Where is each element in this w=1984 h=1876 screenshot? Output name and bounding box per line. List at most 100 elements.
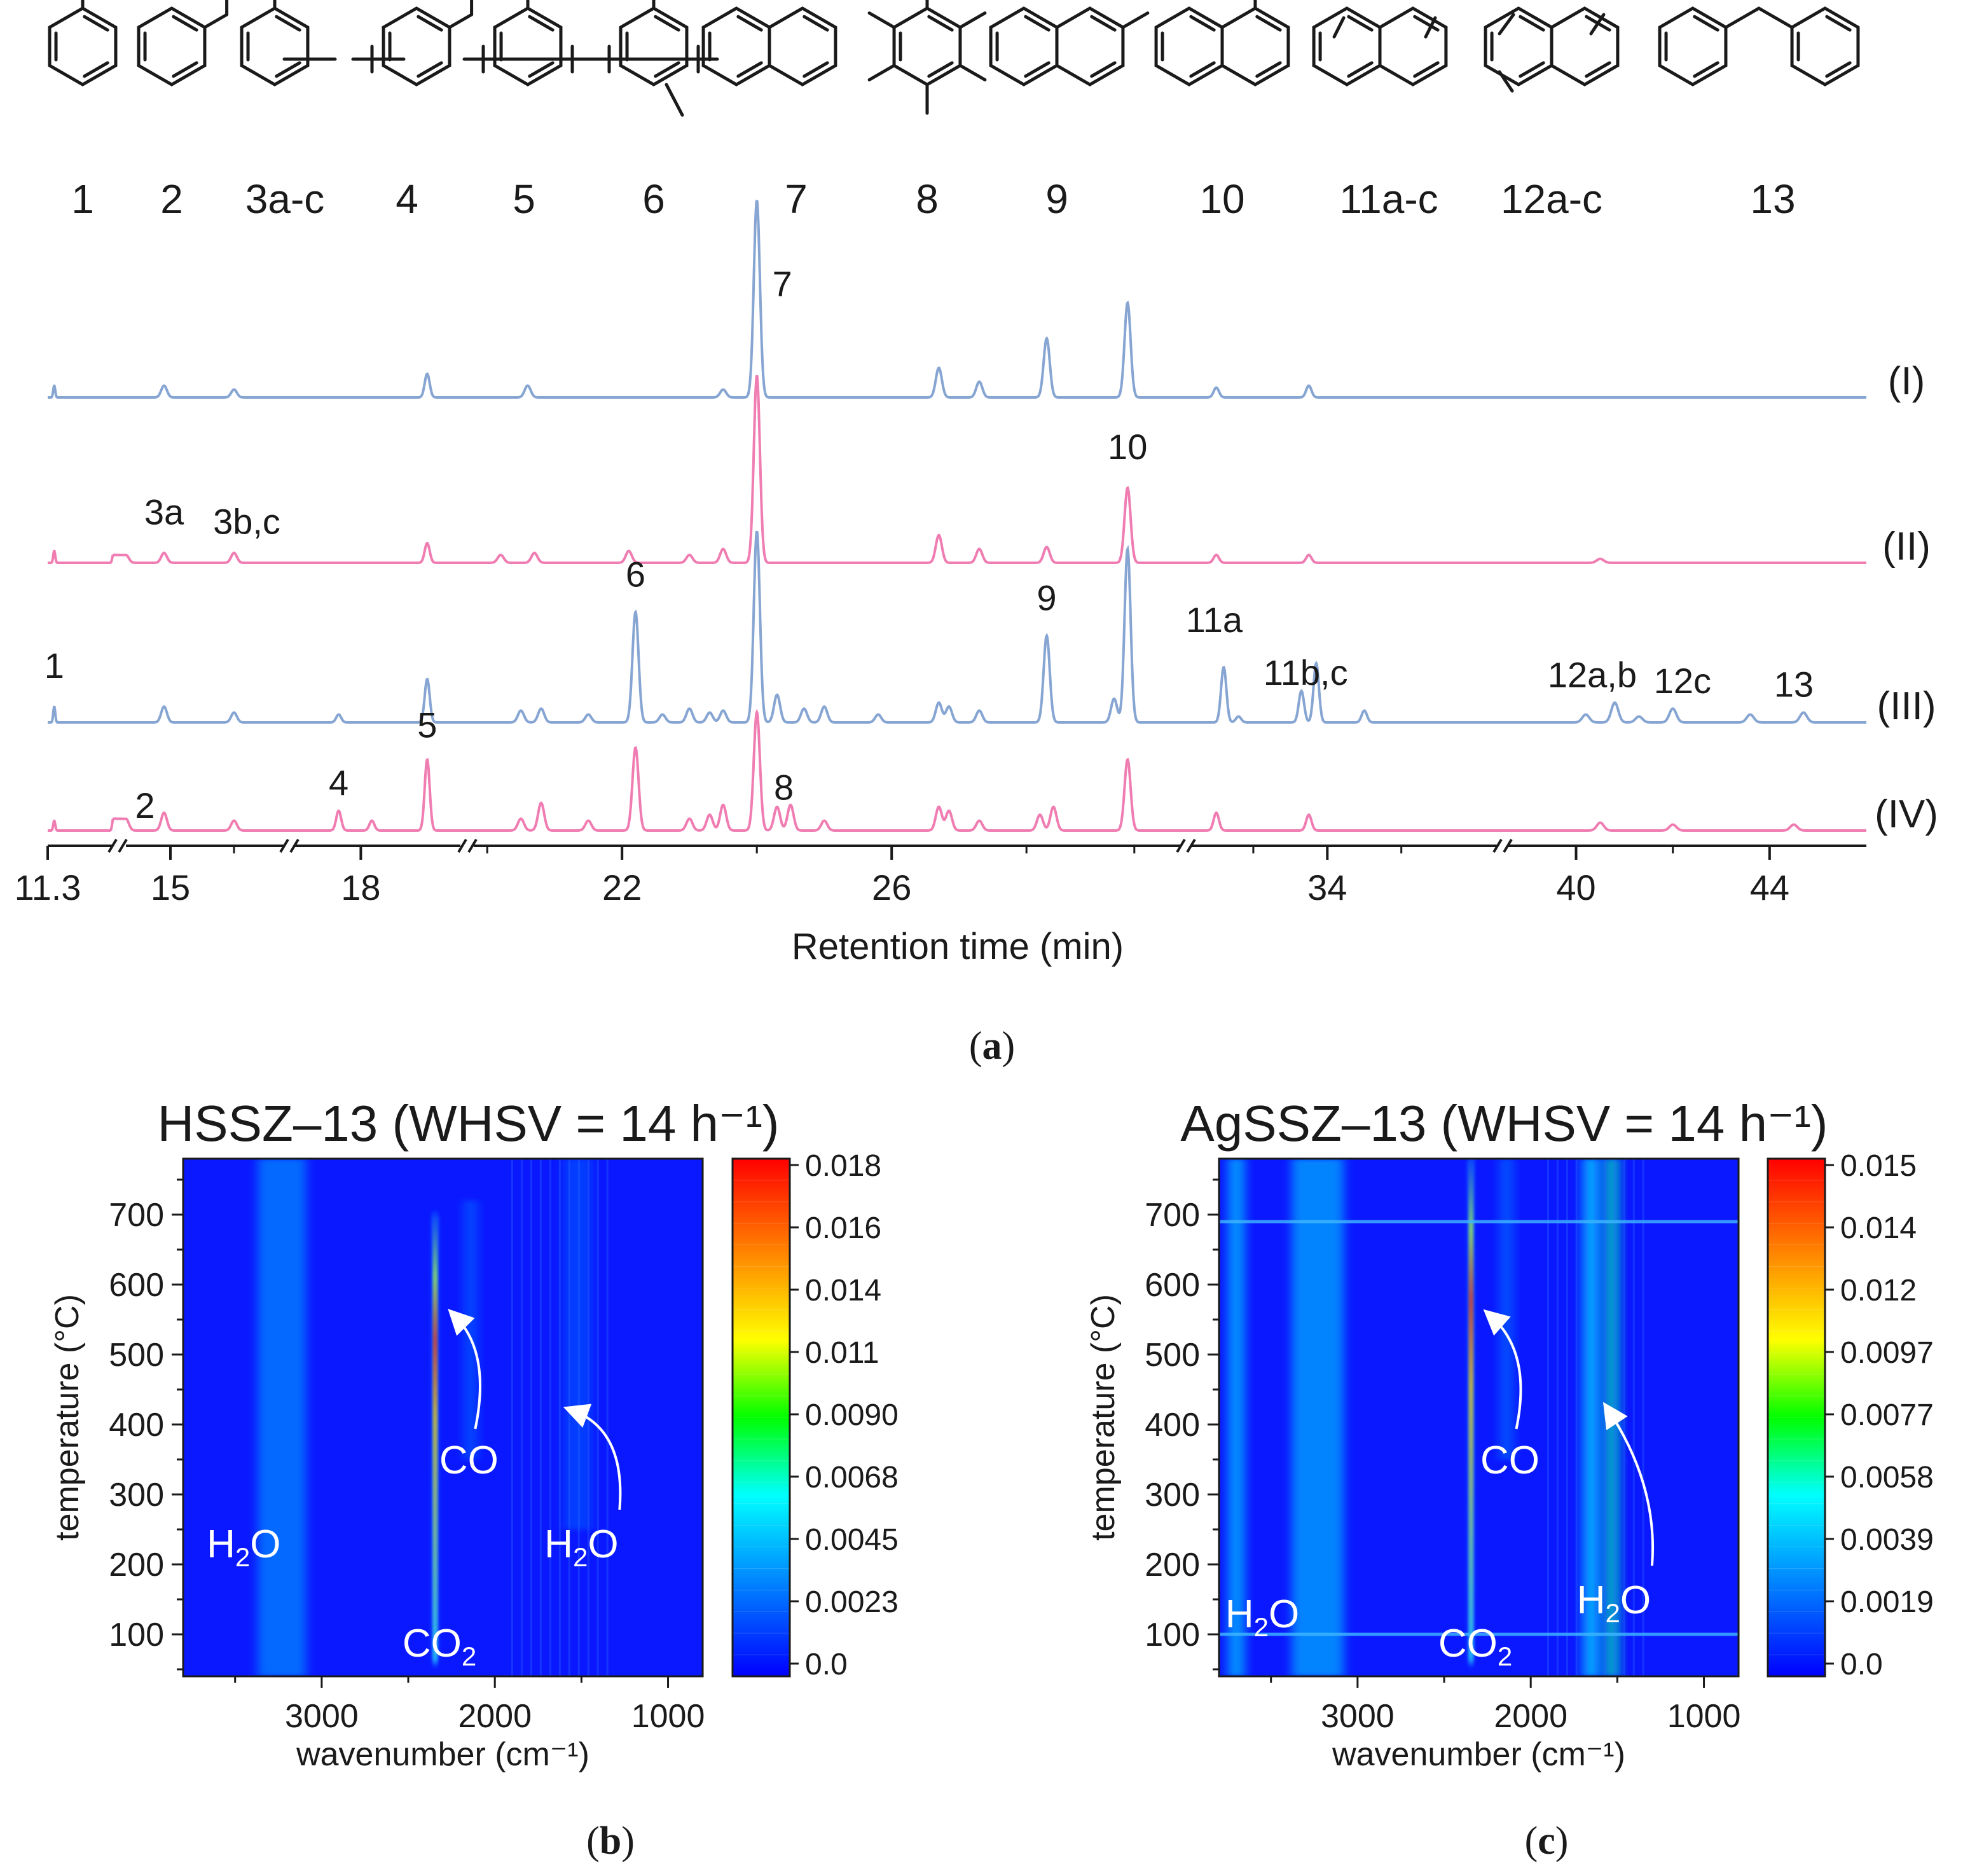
- peak-annotation: 13: [1774, 664, 1814, 704]
- annotation-arrow: [563, 1404, 622, 1510]
- colorbar-tick-label: 0.014: [805, 1274, 881, 1307]
- chromatogram-trace: [285, 757, 460, 832]
- absorption-band: [258, 1159, 307, 1676]
- peak-annotation: 1: [45, 645, 64, 686]
- absorption-band: [1499, 1159, 1513, 1459]
- plot-frame: [182, 1157, 704, 1678]
- chromatogram-trace: [460, 375, 1181, 564]
- tetramethylbenzene-ring: [619, 6, 689, 86]
- structures-row: [48, 0, 1860, 117]
- variable-methyl-bond: [1589, 13, 1606, 36]
- colorbar-tick-label: 0.018: [805, 1149, 881, 1183]
- 2-methylnaphthalene-right-double-bond: [1090, 61, 1117, 78]
- x-tick-label: 1000: [631, 1698, 705, 1735]
- y-tick-label: 400: [109, 1407, 164, 1444]
- axis-break-mark: [289, 838, 300, 853]
- naphthalene-right: [768, 6, 837, 86]
- ethylbenzene-ring-double-bond: [172, 15, 198, 32]
- band-annotation: H2O: [207, 1522, 280, 1572]
- chromatogram-trace: [1181, 384, 1498, 399]
- variable-methyl-bond: [1332, 16, 1346, 39]
- chromatogram-trace: [460, 708, 1181, 832]
- series-(I): [48, 200, 1866, 399]
- chromatogram-trace: [113, 551, 285, 564]
- peak-annotation: 2: [135, 785, 155, 825]
- toluene-ring-double-bond: [83, 61, 109, 78]
- colorbar-tick-label: 0.012: [1840, 1274, 1917, 1307]
- diphenylmethane-ring-right-double-bond: [1825, 61, 1852, 78]
- colorbar-tick-label: 0.0045: [805, 1523, 899, 1557]
- x-tick-label: 2000: [458, 1698, 532, 1735]
- peak-annotation: 12a,b: [1548, 654, 1637, 694]
- peak-annotation: 8: [774, 768, 794, 808]
- band-annotation: CO2: [403, 1622, 476, 1671]
- naphthalene-right-double-bond: [803, 15, 829, 32]
- colorbar: [1768, 1159, 1825, 1676]
- colorbar-tick-label: 0.0068: [805, 1461, 899, 1494]
- 2-methylnaphthalene-left: [989, 6, 1059, 86]
- colorbar-tick-label: 0.0: [805, 1648, 848, 1681]
- 1-methylnaphthalene-left-double-bond: [1189, 61, 1216, 78]
- axis-break-mark: [457, 838, 467, 853]
- 1-methylnaphthalene-left: [1154, 6, 1224, 86]
- heatmap-panel-b: HSSZ–13 (WHSV = 14 h⁻¹) H2O CO H2O CO2 3000 20…: [49, 1095, 899, 1773]
- panel-title: AgSSZ–13 (WHSV = 14 h⁻¹): [1180, 1095, 1828, 1152]
- trimethylbenzene-ring: [493, 6, 563, 86]
- y-tick-label: 700: [1145, 1197, 1200, 1234]
- x-axis-retention: 11.3 15 18 22 26 34 40 44: [15, 838, 1866, 907]
- colorbar-tick-label: 0.011: [805, 1336, 879, 1370]
- dimethylnaphthalene-left-double-bond: [1347, 15, 1374, 32]
- x-tick-label: 11.3: [15, 867, 81, 907]
- x-tick-label: 18: [341, 867, 380, 907]
- methyl-bond: [958, 11, 987, 29]
- chromatogram-trace: [113, 811, 285, 832]
- structure-label: 11a-c: [1339, 176, 1438, 222]
- colorbar-tick-label: 0.016: [805, 1211, 881, 1245]
- chromatogram-trace: [460, 200, 1181, 399]
- dimethylnaphthalene-left-double-bond: [1347, 61, 1374, 78]
- y-tick-label: 600: [1145, 1267, 1200, 1304]
- 2-methylnaphthalene-left-double-bond: [1024, 61, 1051, 78]
- chromatogram-trace: [1498, 557, 1866, 564]
- series-(III): [48, 530, 1866, 724]
- absorption-band: [1292, 1159, 1344, 1676]
- peak-annotation: 6: [626, 554, 645, 594]
- y-tick-label: 600: [109, 1267, 164, 1304]
- panel-label-b: (b): [586, 1819, 635, 1863]
- ethyl-bond: [448, 13, 474, 29]
- colorbar-frame: [1767, 1157, 1826, 1678]
- colorbar-tick-label: 0.0019: [1840, 1585, 1934, 1619]
- axis-break-mark: [467, 838, 478, 853]
- chromatogram-trace: [1181, 553, 1498, 564]
- 1-methylnaphthalene-right-double-bond: [1255, 61, 1282, 78]
- 2-methylnaphthalene-right-double-bond: [1090, 15, 1117, 32]
- 1-methylnaphthalene-left-double-bond: [1189, 15, 1216, 32]
- x-tick-label: 3000: [285, 1698, 359, 1735]
- heatmap-area: [183, 1159, 703, 1676]
- xylene-ring: [240, 6, 310, 86]
- colorbar-tick-label: 0.0023: [805, 1585, 899, 1619]
- chromatogram-trace: [48, 818, 114, 832]
- chromatogram-trace: [1181, 660, 1498, 724]
- chromatogram-trace: [113, 705, 285, 724]
- colorbar-tick-label: 0.0090: [805, 1398, 899, 1432]
- chromatogram-trace: [460, 530, 1181, 724]
- peak-annotation: 5: [417, 705, 437, 745]
- panel-title: HSSZ–13 (WHSV = 14 h⁻¹): [157, 1095, 779, 1152]
- hexamethylbenzene-ring-double-bond: [927, 61, 954, 78]
- structure-label: 6: [642, 176, 665, 222]
- absorption-band: [1227, 1159, 1245, 1676]
- y-tick-label: 100: [109, 1617, 164, 1653]
- y-axis-label: temperature (°C): [49, 1294, 86, 1541]
- toluene-ring-double-bond: [83, 15, 109, 32]
- structure-label: 7: [785, 176, 808, 222]
- x-axis-label-retention: Retention time (min): [792, 926, 1124, 967]
- colorbar-tick-label: 0.0058: [1840, 1461, 1934, 1494]
- annotation-arrow: [1602, 1402, 1655, 1566]
- diphenylmethane-ring-left: [1658, 6, 1728, 86]
- band-annotation: CO2: [1438, 1622, 1512, 1671]
- panel-label-a: (a): [969, 1024, 1015, 1068]
- peak-annotation: 4: [329, 762, 348, 803]
- methylene-bond: [1757, 6, 1794, 29]
- band-annotation: H2O: [1225, 1592, 1299, 1642]
